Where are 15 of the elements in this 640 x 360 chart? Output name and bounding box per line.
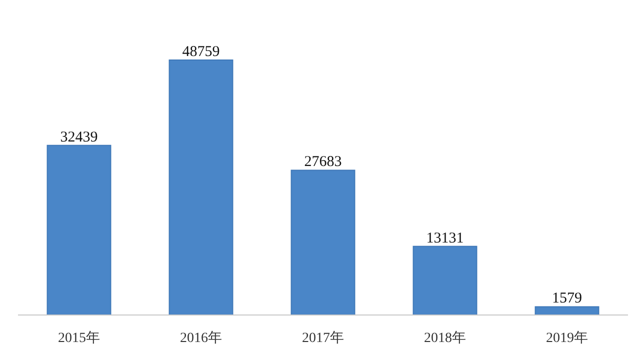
bar (46, 144, 112, 316)
bar (290, 170, 356, 316)
bar (168, 60, 234, 316)
data-label: 48759 (182, 44, 220, 60)
bar (412, 246, 478, 316)
x-tick-label: 2018年 (424, 330, 466, 346)
data-label: 1579 (552, 290, 582, 307)
x-tick-label: 2016年 (180, 330, 222, 346)
x-tick-label: 2015年 (58, 330, 100, 346)
bar (534, 306, 600, 316)
data-label: 13131 (426, 230, 464, 246)
data-label: 27683 (304, 154, 342, 170)
x-tick-label: 2019年 (546, 330, 588, 346)
data-label: 32439 (60, 129, 98, 146)
x-tick-label: 2017年 (302, 330, 344, 346)
